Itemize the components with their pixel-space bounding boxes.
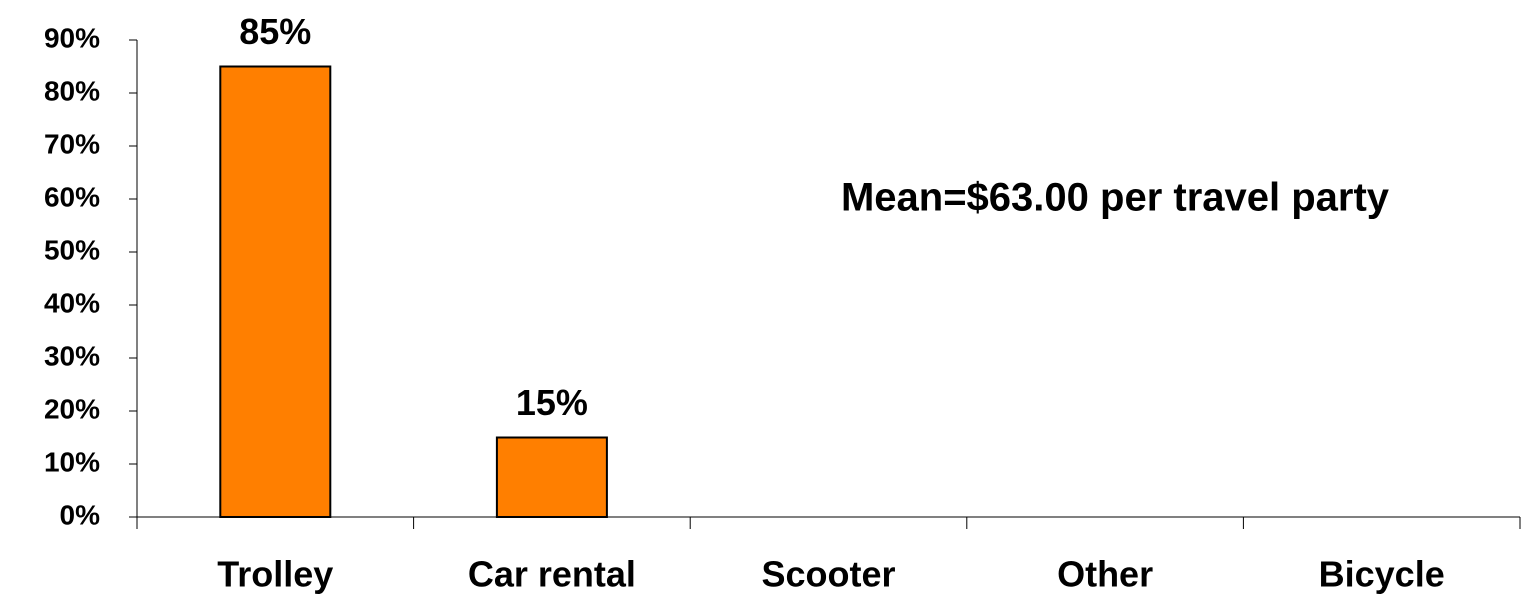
y-tick-label: 0% — [60, 499, 101, 530]
y-tick-label: 70% — [44, 128, 100, 159]
value-label: 15% — [516, 382, 588, 423]
y-tick-label: 80% — [44, 75, 100, 106]
x-tick-label: Bicycle — [1319, 554, 1445, 595]
y-tick-label: 40% — [44, 287, 100, 318]
x-tick-label: Trolley — [217, 554, 333, 595]
y-tick-label: 90% — [44, 22, 100, 53]
x-tick-label: Other — [1057, 554, 1153, 595]
annotation: Mean=$63.00 per travel party — [841, 176, 1390, 220]
y-tick-label: 60% — [44, 181, 100, 212]
bar — [219, 65, 332, 518]
y-tick-label: 30% — [44, 340, 100, 371]
y-tick-label: 20% — [44, 393, 100, 424]
y-tick-label: 10% — [44, 446, 100, 477]
bar — [495, 436, 608, 518]
x-tick-label: Scooter — [761, 554, 895, 595]
value-label: 85% — [239, 11, 311, 52]
y-tick-label: 50% — [44, 234, 100, 265]
x-tick-label: Car rental — [468, 554, 636, 595]
